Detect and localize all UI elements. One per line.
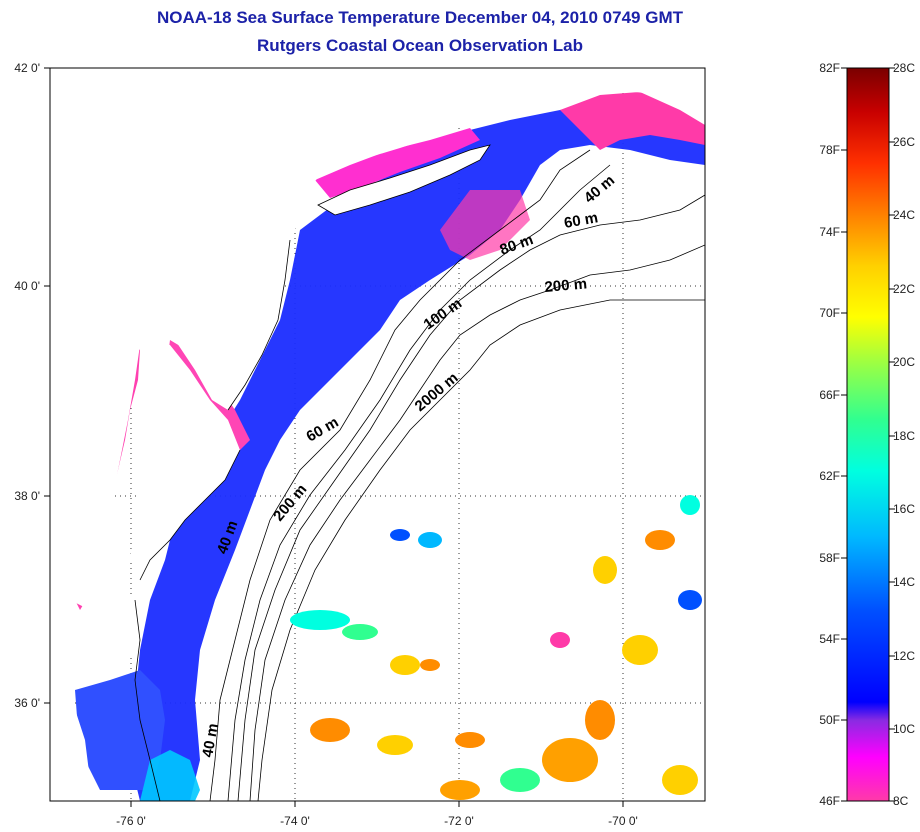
land-nc-south xyxy=(50,700,95,801)
map-title: NOAA-18 Sea Surface Temperature December… xyxy=(157,8,683,27)
sst-shelf-fringe xyxy=(440,190,530,260)
isobath-label: 40 m xyxy=(199,722,222,759)
colorbar-scale xyxy=(846,67,890,802)
x-tick-label: -74 0' xyxy=(280,814,310,828)
cb-c-label: 20C xyxy=(893,355,915,369)
cb-f-label: 82F xyxy=(819,61,840,75)
cb-f-label: 62F xyxy=(819,469,840,483)
cb-f-label: 50F xyxy=(819,713,840,727)
cb-c-label: 28C xyxy=(893,61,915,75)
cb-f-label: 66F xyxy=(819,388,840,402)
cb-f-label: 54F xyxy=(819,632,840,646)
map-subtitle: Rutgers Coastal Ocean Observation Lab xyxy=(257,36,583,55)
land-virginia-nc xyxy=(50,590,140,690)
x-tick-label: -76 0' xyxy=(116,814,146,828)
sst-offshore-patches xyxy=(290,495,702,800)
cb-f-label: 74F xyxy=(819,225,840,239)
y-tick-label: 42 0' xyxy=(14,61,40,75)
land-longisland xyxy=(317,144,491,216)
isobath-label: 200 m xyxy=(544,275,588,296)
y-tick-label: 40 0' xyxy=(14,279,40,293)
sst-shelf-water xyxy=(130,105,705,801)
cb-f-label: 70F xyxy=(819,306,840,320)
cb-c-label: 14C xyxy=(893,575,915,589)
axis-ticks xyxy=(44,67,624,807)
cb-c-label: 18C xyxy=(893,429,915,443)
cb-c-label: 10C xyxy=(893,722,915,736)
cb-c-label: 26C xyxy=(893,135,915,149)
coastline xyxy=(134,239,291,801)
colorbar-c-labels: 28C 26C 24C 22C 20C 18C 16C 14C 12C 10C … xyxy=(893,61,915,808)
cb-c-label: 16C xyxy=(893,502,915,516)
cb-c-label: 12C xyxy=(893,649,915,663)
y-tick-label: 38 0' xyxy=(14,489,40,503)
cb-c-label: 22C xyxy=(893,282,915,296)
cb-c-label: 8C xyxy=(893,794,909,808)
cb-c-label: 24C xyxy=(893,208,915,222)
cb-f-label: 78F xyxy=(819,143,840,157)
colorbar-f-labels: 82F 78F 74F 70F 66F 62F 58F 54F 50F 46F xyxy=(819,61,840,808)
land-newengland xyxy=(290,68,705,240)
cb-f-label: 46F xyxy=(819,794,840,808)
cb-f-label: 58F xyxy=(819,551,840,565)
isobath-contours xyxy=(209,149,705,801)
x-tick-label: -72 0' xyxy=(444,814,474,828)
isobath-label: 60 m xyxy=(563,209,600,232)
sst-delaware-bay xyxy=(168,340,250,450)
y-axis-labels: 42 0' 40 0' 38 0' 36 0' xyxy=(14,61,40,710)
sst-nc-nearshore xyxy=(140,750,200,801)
y-tick-label: 36 0' xyxy=(14,696,40,710)
sst-longisland-sound xyxy=(315,128,480,198)
land-delmarva xyxy=(130,340,240,580)
sst-estuary-water xyxy=(560,92,705,150)
x-tick-label: -70 0' xyxy=(608,814,638,828)
sst-pamlico-sound xyxy=(75,670,165,790)
land-midatlantic xyxy=(50,68,292,610)
x-axis-labels: -76 0' -74 0' -72 0' -70 0' xyxy=(116,814,638,828)
colorbar: 82F 78F 74F 70F 66F 62F 58F 54F 50F 46F … xyxy=(819,61,915,808)
